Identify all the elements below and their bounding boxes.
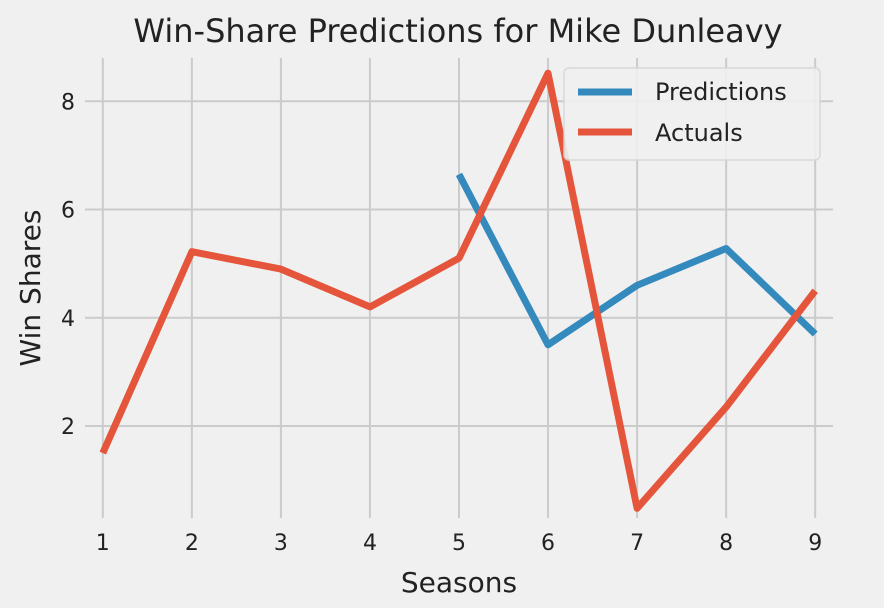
series-layer: [99, 69, 818, 512]
x-tick-label: 1: [96, 531, 110, 556]
y-tick-label: 6: [61, 199, 75, 224]
x-tick-label: 9: [808, 531, 822, 556]
y-tick-label: 4: [61, 307, 75, 332]
x-tick-label: 8: [719, 531, 733, 556]
x-tick-label: 3: [274, 531, 288, 556]
legend: Predictions Actuals: [563, 67, 821, 161]
x-tick-label: 5: [452, 531, 466, 556]
x-tick-label: 7: [630, 531, 644, 556]
y-tick-label: 8: [61, 90, 75, 115]
series-line-actuals: [99, 69, 818, 512]
x-tick-label: 6: [541, 531, 555, 556]
y-tick-label: 2: [61, 415, 75, 440]
series-line-predictions: [455, 172, 818, 349]
tick-layer: 1 2 3 4 5 6 7 8 9 2 4 6 8: [61, 90, 822, 556]
x-tick-label: 4: [363, 531, 377, 556]
chart-title: Win-Share Predictions for Mike Dunleavy: [133, 12, 782, 50]
legend-label-actuals: Actuals: [655, 119, 743, 147]
x-tick-label: 2: [185, 531, 199, 556]
y-axis-label: Win Shares: [14, 210, 47, 367]
x-axis-label: Seasons: [401, 566, 517, 599]
legend-label-predictions: Predictions: [655, 78, 787, 106]
